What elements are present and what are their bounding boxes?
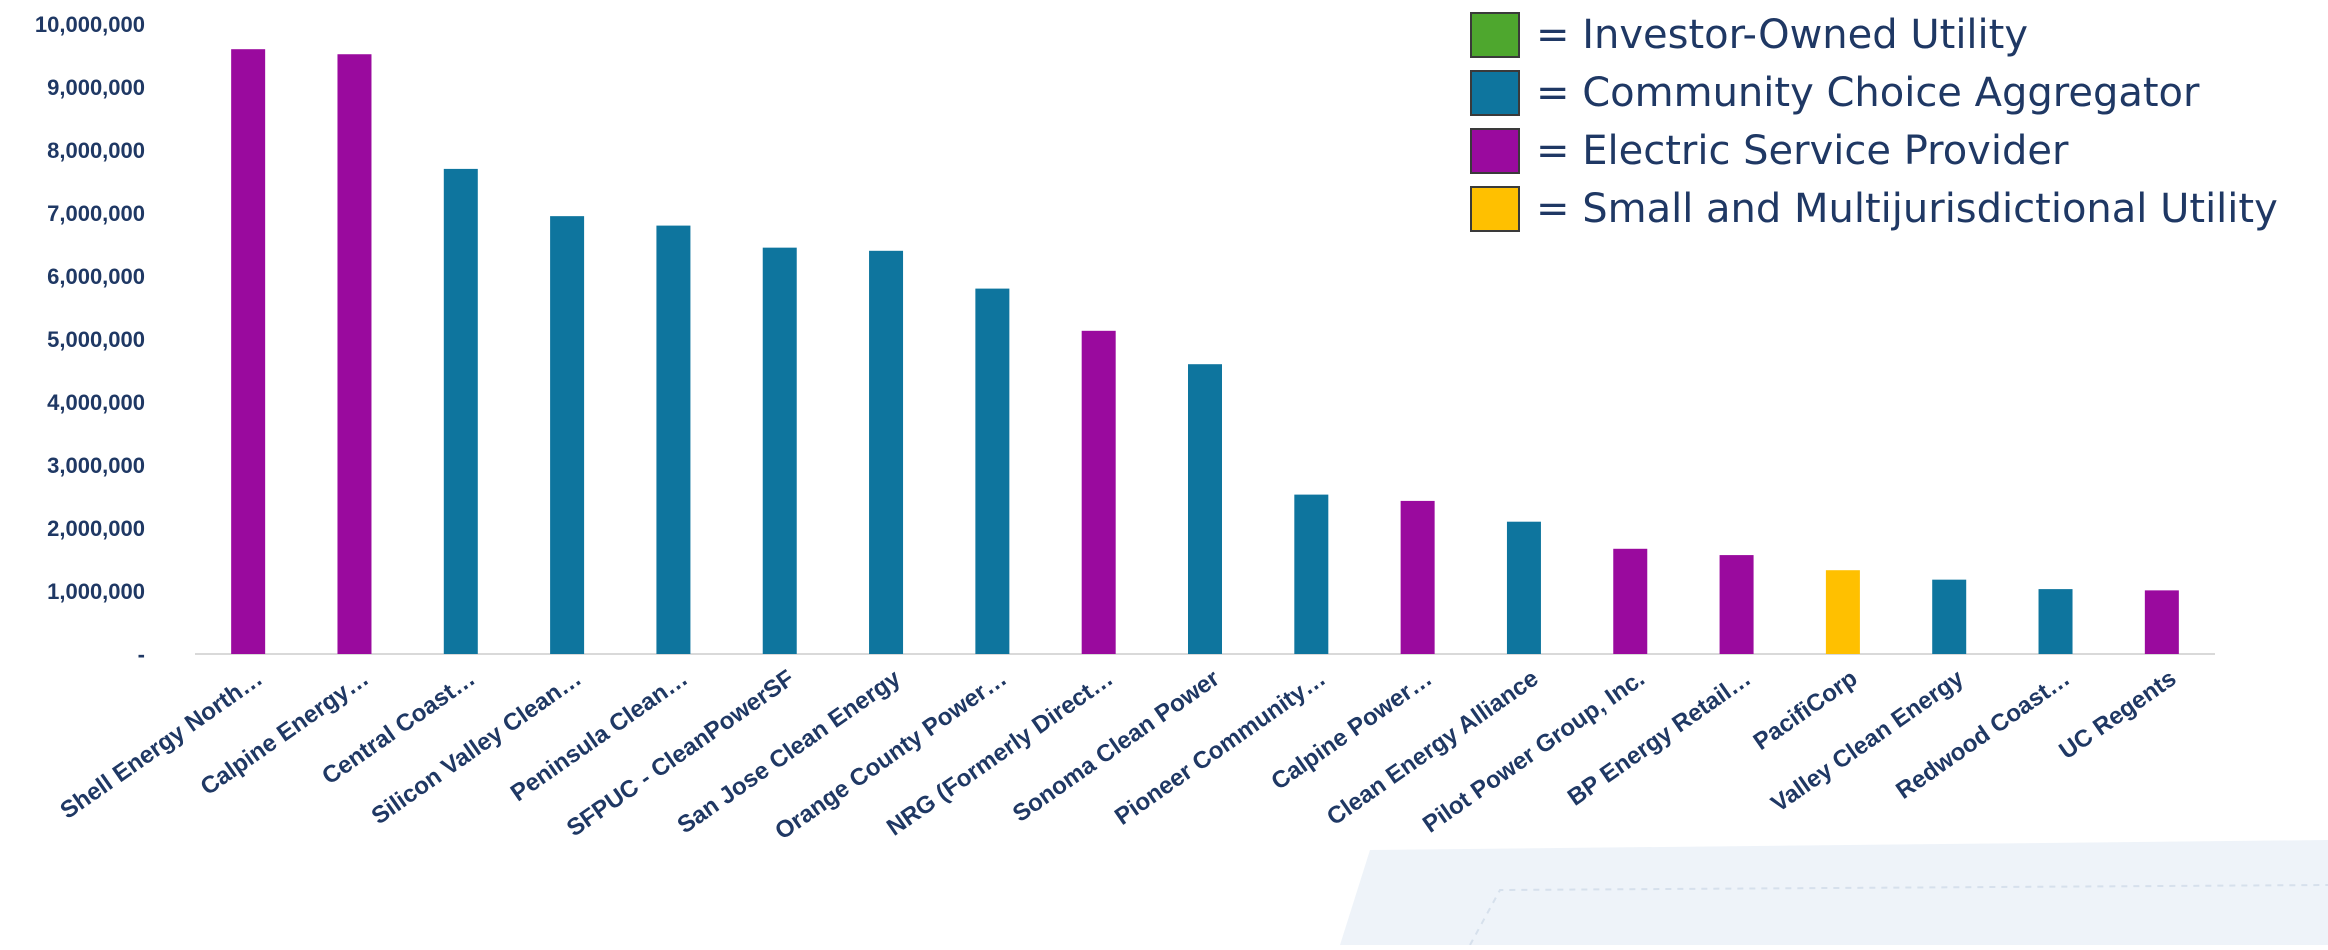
legend-swatch-cca	[1470, 70, 1520, 116]
legend-label-esp: = Electric Service Provider	[1536, 128, 2069, 174]
bar	[2144, 590, 2179, 654]
bar	[869, 250, 904, 655]
y-tick-label: 9,000,000	[47, 75, 145, 100]
y-tick-label: 3,000,000	[47, 453, 145, 478]
legend-label-cca: = Community Choice Aggregator	[1536, 70, 2200, 116]
legend-item-cca: = Community Choice Aggregator	[1470, 64, 2278, 122]
bar	[1188, 364, 1222, 654]
legend-item-smju: = Small and Multijurisdictional Utility	[1470, 180, 2278, 238]
y-tick-label: 10,000,000	[35, 12, 145, 37]
legend-swatch-esp	[1470, 128, 1520, 174]
legend-swatch-iou	[1470, 12, 1520, 58]
legend-item-iou: = Investor-Owned Utility	[1470, 6, 2278, 64]
bar	[231, 49, 266, 654]
bar	[975, 288, 1010, 654]
y-tick-label: 5,000,000	[47, 327, 145, 352]
bar	[443, 168, 478, 654]
bar	[1400, 500, 1435, 654]
legend-label-smju: = Small and Multijurisdictional Utility	[1536, 186, 2278, 232]
bars	[231, 49, 2179, 655]
legend-item-esp: = Electric Service Provider	[1470, 122, 2278, 180]
y-tick-label: 7,000,000	[47, 201, 145, 226]
y-tick-label: 1,000,000	[47, 579, 145, 604]
bar	[1081, 330, 1116, 654]
bar	[762, 247, 797, 654]
bar	[656, 225, 691, 654]
bar	[1294, 494, 1329, 654]
y-tick-label: 8,000,000	[47, 138, 145, 163]
legend-label-iou: = Investor-Owned Utility	[1536, 12, 2029, 58]
bar	[1506, 521, 1541, 654]
y-axis: - 1,000,000 2,000,000 3,000,000 4,000,000 5,0…	[35, 12, 145, 667]
bar	[337, 54, 372, 655]
bar	[1613, 548, 1648, 654]
bar	[1825, 570, 1860, 654]
bar	[1932, 579, 1967, 654]
bar	[1719, 555, 1754, 654]
y-tick-label: 2,000,000	[47, 516, 145, 541]
y-tick-label: 4,000,000	[47, 390, 145, 415]
bar	[2038, 589, 2073, 654]
legend: = Investor-Owned Utility = Community Cho…	[1470, 6, 2278, 238]
y-tick-label: 6,000,000	[47, 264, 145, 289]
bar	[550, 216, 585, 654]
y-tick-label: -	[138, 642, 145, 667]
legend-swatch-smju	[1470, 186, 1520, 232]
